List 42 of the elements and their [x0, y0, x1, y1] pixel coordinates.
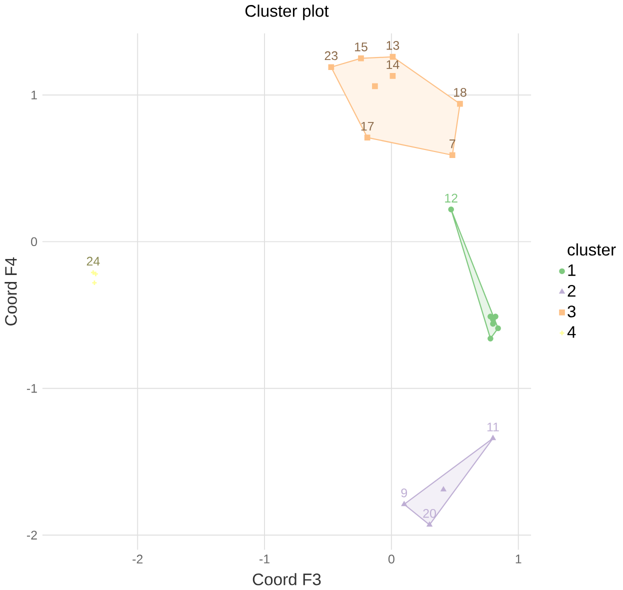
y-tick-label: -2: [26, 530, 37, 540]
y-tick-label: 1: [32, 90, 37, 100]
point: [488, 336, 494, 342]
annotation: 12: [445, 194, 458, 202]
point: [426, 522, 432, 527]
x-tick-label: -1: [260, 554, 270, 564]
x-tick-label: 0: [388, 554, 394, 564]
annotation: 13: [386, 41, 400, 50]
x-tick-label: 1: [516, 554, 522, 564]
annotation: 11: [487, 422, 499, 432]
y-tick-label: -1: [26, 384, 37, 393]
point: [390, 54, 396, 60]
annotation: 9: [401, 488, 408, 498]
annotation: 18: [454, 88, 466, 97]
annotation: 17: [361, 122, 374, 131]
annotation: 15: [354, 42, 368, 52]
point: [364, 134, 370, 140]
y-axis-title: Coord F4: [4, 257, 17, 326]
legend-label: 3: [568, 306, 576, 318]
point: [490, 435, 496, 440]
point: [449, 152, 456, 158]
point: [448, 206, 454, 212]
annotation: 20: [423, 509, 436, 518]
point: [440, 486, 446, 492]
legend-title: cluster: [568, 243, 616, 256]
point: [372, 83, 378, 90]
annotation: 24: [86, 256, 100, 266]
point: [328, 64, 334, 70]
point: [457, 100, 463, 107]
point: [358, 55, 364, 62]
point: [495, 325, 501, 332]
chart-title: Cluster plot: [245, 4, 329, 20]
y-tick-label: 0: [31, 237, 38, 246]
x-tick-label: -2: [132, 554, 143, 564]
legend-label: 4: [567, 326, 576, 338]
legend-label: 2: [568, 284, 576, 297]
x-axis-title: Coord F3: [252, 573, 321, 586]
annotation: 14: [386, 60, 400, 69]
legend-label: 1: [568, 264, 576, 276]
annotation: 23: [324, 51, 338, 60]
point: [390, 73, 396, 79]
point: [402, 501, 407, 506]
